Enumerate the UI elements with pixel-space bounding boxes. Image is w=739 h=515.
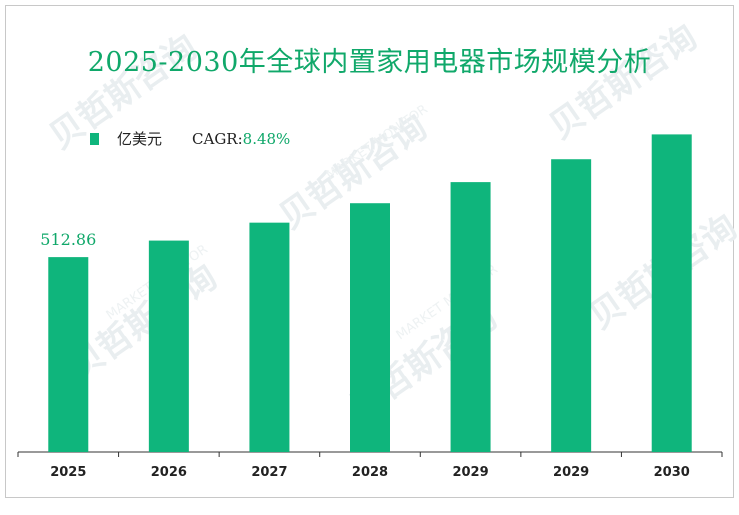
legend-swatch xyxy=(90,132,99,145)
legend-cagr-label: CAGR: xyxy=(192,129,243,148)
x-tick-label: 2030 xyxy=(654,465,690,480)
bar-2026-1 xyxy=(148,240,189,452)
bar-2029-4 xyxy=(450,182,491,452)
x-tick-label: 2025 xyxy=(50,465,86,480)
bar-2025-0 xyxy=(48,257,89,452)
chart-title: 2025-2030年全球内置家用电器市场规模分析 xyxy=(87,47,652,78)
legend-series-label: 亿美元 xyxy=(117,130,163,148)
legend: 亿美元 CAGR: 8.48% xyxy=(90,128,290,149)
legend-cagr-value: 8.48% xyxy=(242,129,291,148)
x-tick-label: 2027 xyxy=(251,465,287,480)
bar-2030-6 xyxy=(651,134,692,453)
x-tick-label: 2028 xyxy=(352,465,388,480)
x-tick-label: 2029 xyxy=(452,465,488,480)
x-tick-label: 2026 xyxy=(151,465,187,480)
data-label: 512.86 xyxy=(40,230,96,249)
x-tick-label: 2029 xyxy=(553,465,589,480)
bar-2027-2 xyxy=(249,222,290,452)
bar-2028-3 xyxy=(350,203,390,452)
bar-2029-5 xyxy=(551,159,592,452)
